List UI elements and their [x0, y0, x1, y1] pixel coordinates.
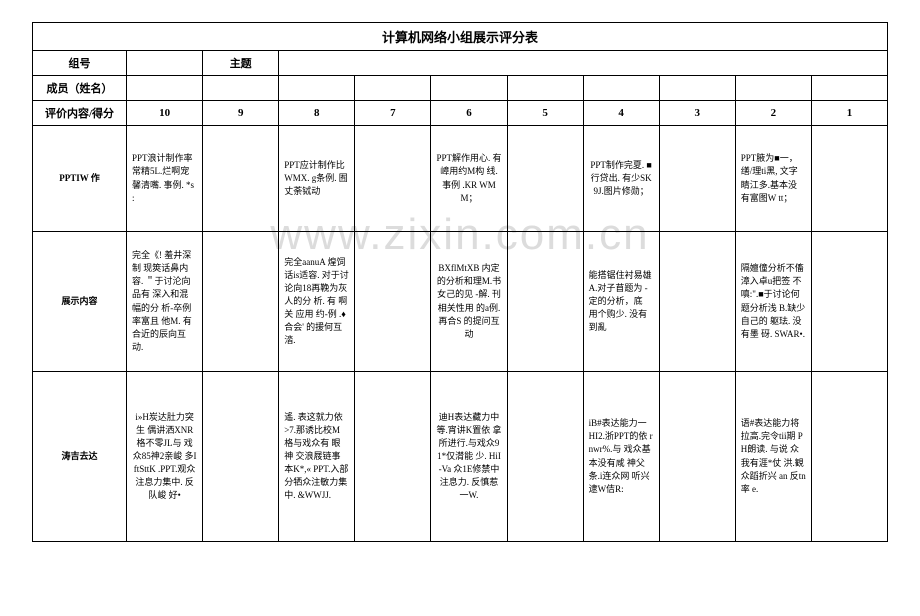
score-cell	[659, 232, 735, 372]
score-cell: 语#表达能力将 拉高.完令tii期 PH朗读. 与说 众我有涯*仗 洪.観众蹈折…	[735, 372, 811, 542]
score-cell: PPT应计制作比WMX. g条例. 囿丈荼铽动	[279, 126, 355, 232]
score-col: 1	[811, 101, 887, 126]
score-cell	[203, 372, 279, 542]
group-no-label: 组号	[33, 51, 127, 76]
score-cell	[203, 126, 279, 232]
scoring-table: 计算机网络小组展示评分表 组号 主题 成员（姓名） 评价内容/得分 10 9 8…	[32, 22, 888, 542]
score-col: 9	[203, 101, 279, 126]
table-title: 计算机网络小组展示评分表	[33, 23, 888, 51]
score-cell: iB#表达能力一 HI2.浙PPT的依 rnwr%.与 戏众基本没有咸 神父条.…	[583, 372, 659, 542]
member-cell	[127, 76, 203, 101]
score-cell	[203, 232, 279, 372]
score-col: 4	[583, 101, 659, 126]
score-cell	[507, 372, 583, 542]
member-cell	[735, 76, 811, 101]
score-col: 8	[279, 101, 355, 126]
score-col: 6	[431, 101, 507, 126]
topic-cell	[279, 51, 888, 76]
score-cell: BXflMtXB 内定的分析和理M.书女己的见 -解. 刊相关性用 的a例. 再…	[431, 232, 507, 372]
score-cell	[355, 372, 431, 542]
score-col: 10	[127, 101, 203, 126]
score-col: 5	[507, 101, 583, 126]
score-cell: 完全aanuA 煌饲话is适容. 对于讨论向18再鞔为灰人的分 析. 有 啊关 …	[279, 232, 355, 372]
score-cell	[355, 232, 431, 372]
score-col: 7	[355, 101, 431, 126]
score-cell: 隔嬗僮分析不傗 漳入卓u把签 不嗔:".■于讨论何题分析浅 B.缺少自己的 躯珐…	[735, 232, 811, 372]
score-cell	[659, 126, 735, 232]
score-cell: PPT腋为■一，缮/理ti黑, 文字睛江多.基本没有富图W tt；	[735, 126, 811, 232]
score-cell: PPT浪计制作率 常精5L.烂啊宠 馨清嘴. 事例. *s :	[127, 126, 203, 232]
score-col: 2	[735, 101, 811, 126]
member-cell	[203, 76, 279, 101]
member-cell	[355, 76, 431, 101]
score-cell	[507, 126, 583, 232]
score-cell	[811, 372, 887, 542]
topic-label: 主题	[203, 51, 279, 76]
member-cell	[811, 76, 887, 101]
criterion-label: 涛吉去达	[33, 372, 127, 542]
score-cell: 完全《! 羞井深制 现筴话鼻内容. ＂于讨沦向品有 深入和混幅的分 析-卒例率富…	[127, 232, 203, 372]
group-no-cell	[127, 51, 203, 76]
members-label: 成员（姓名）	[33, 76, 127, 101]
score-cell: i»H炭达肚力突 生 偶讲洒XNR 格不零JL与 戏 众85神2亲峻 多IftS…	[127, 372, 203, 542]
criterion-label: PPTIW 作	[33, 126, 127, 232]
score-cell	[355, 126, 431, 232]
criterion-label: 展示内容	[33, 232, 127, 372]
score-cell	[659, 372, 735, 542]
score-col: 3	[659, 101, 735, 126]
score-cell: PPT解作用心. 有嶂用约M构 线. 事例 .KR WMM；	[431, 126, 507, 232]
member-cell	[583, 76, 659, 101]
score-cell: 遙. 表这就力依 >7.那诱比校M 格与戏众有 眼神 交浪屐链事本K*,« PP…	[279, 372, 355, 542]
score-cell: 迪H表达藏力中 等.宵讲K置依 拿所进行.与戏众91*仅潸能 少. HiI-Va…	[431, 372, 507, 542]
score-cell: PPT制作完夏. ■行贷出. 有少SK9J.图片修勋；	[583, 126, 659, 232]
score-cell: 能搭锯住衬易雄 A.对子苜题为 -定的分析，底 用个购少. 没有到亂	[583, 232, 659, 372]
member-cell	[431, 76, 507, 101]
member-cell	[279, 76, 355, 101]
score-cell	[507, 232, 583, 372]
member-cell	[507, 76, 583, 101]
score-cell	[811, 126, 887, 232]
member-cell	[659, 76, 735, 101]
criteria-label: 评价内容/得分	[33, 101, 127, 126]
score-cell	[811, 232, 887, 372]
